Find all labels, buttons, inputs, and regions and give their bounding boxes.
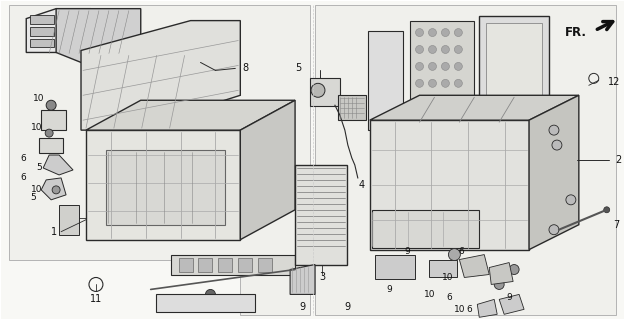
Polygon shape xyxy=(290,265,315,294)
Circle shape xyxy=(471,264,483,276)
Polygon shape xyxy=(86,100,295,130)
Bar xyxy=(258,258,272,271)
Bar xyxy=(338,95,366,120)
Bar xyxy=(479,16,549,110)
Polygon shape xyxy=(372,210,479,248)
Text: 6: 6 xyxy=(21,154,26,163)
Text: 6: 6 xyxy=(466,305,472,314)
Polygon shape xyxy=(315,5,616,315)
Text: 2: 2 xyxy=(616,155,622,165)
Polygon shape xyxy=(459,255,489,277)
Bar xyxy=(106,150,226,225)
Text: 9: 9 xyxy=(506,293,512,302)
Circle shape xyxy=(416,28,424,36)
Polygon shape xyxy=(429,260,458,277)
Text: 9: 9 xyxy=(345,302,351,312)
Bar xyxy=(486,23,542,102)
Text: 1: 1 xyxy=(51,227,58,237)
Circle shape xyxy=(441,79,449,87)
Text: 10: 10 xyxy=(34,94,45,103)
Polygon shape xyxy=(43,155,73,175)
Circle shape xyxy=(416,45,424,53)
Circle shape xyxy=(429,28,436,36)
Text: 3: 3 xyxy=(319,273,325,283)
Polygon shape xyxy=(30,27,54,36)
Text: 11: 11 xyxy=(90,294,102,304)
Text: 5: 5 xyxy=(31,193,36,202)
Polygon shape xyxy=(478,300,498,317)
Text: 10: 10 xyxy=(31,185,42,194)
Polygon shape xyxy=(489,262,513,284)
Circle shape xyxy=(429,79,436,87)
Circle shape xyxy=(454,62,462,70)
Text: 10: 10 xyxy=(31,123,42,132)
Bar xyxy=(179,258,192,271)
Circle shape xyxy=(549,225,559,235)
Circle shape xyxy=(441,45,449,53)
Text: 10: 10 xyxy=(442,273,453,282)
Circle shape xyxy=(509,265,519,275)
Polygon shape xyxy=(59,205,79,235)
Polygon shape xyxy=(86,130,241,240)
Circle shape xyxy=(311,83,325,97)
Text: 12: 12 xyxy=(608,77,620,87)
Bar xyxy=(156,294,255,312)
Polygon shape xyxy=(39,138,63,153)
Text: FR.: FR. xyxy=(565,26,587,39)
Circle shape xyxy=(604,207,610,213)
Circle shape xyxy=(454,28,462,36)
Text: 4: 4 xyxy=(359,180,365,190)
Circle shape xyxy=(441,62,449,70)
Circle shape xyxy=(454,45,462,53)
Polygon shape xyxy=(41,178,66,200)
Text: 6: 6 xyxy=(459,247,464,256)
Text: 6: 6 xyxy=(21,173,26,182)
Text: 7: 7 xyxy=(614,220,620,230)
Polygon shape xyxy=(41,110,66,130)
Polygon shape xyxy=(9,5,310,315)
Circle shape xyxy=(552,140,562,150)
Text: 5: 5 xyxy=(295,63,301,73)
Polygon shape xyxy=(26,9,91,52)
Text: 6: 6 xyxy=(446,293,452,302)
Polygon shape xyxy=(370,95,579,120)
Text: 8: 8 xyxy=(242,63,248,73)
Bar xyxy=(295,165,347,265)
Circle shape xyxy=(429,45,436,53)
Circle shape xyxy=(566,195,576,205)
Circle shape xyxy=(549,125,559,135)
Polygon shape xyxy=(241,100,295,240)
Polygon shape xyxy=(370,120,529,250)
Polygon shape xyxy=(171,255,295,275)
Polygon shape xyxy=(81,20,241,130)
Polygon shape xyxy=(375,255,414,279)
Text: 9: 9 xyxy=(299,302,305,312)
Text: 9: 9 xyxy=(405,247,411,256)
Polygon shape xyxy=(529,95,579,250)
Text: 10: 10 xyxy=(454,305,465,314)
Text: 5: 5 xyxy=(36,164,42,172)
Circle shape xyxy=(206,289,216,300)
Polygon shape xyxy=(30,15,54,24)
Bar xyxy=(218,258,232,271)
Bar xyxy=(368,31,402,130)
Circle shape xyxy=(429,62,436,70)
Text: 10: 10 xyxy=(424,290,435,299)
Circle shape xyxy=(454,79,462,87)
Bar xyxy=(310,78,340,106)
Circle shape xyxy=(441,28,449,36)
Polygon shape xyxy=(409,20,474,100)
Circle shape xyxy=(46,100,56,110)
Polygon shape xyxy=(499,294,524,314)
Text: 9: 9 xyxy=(387,285,392,294)
Circle shape xyxy=(416,62,424,70)
Circle shape xyxy=(52,186,60,194)
Bar xyxy=(238,258,252,271)
Circle shape xyxy=(45,129,53,137)
Polygon shape xyxy=(56,9,141,70)
Circle shape xyxy=(416,79,424,87)
Polygon shape xyxy=(30,38,54,47)
Circle shape xyxy=(494,279,504,289)
Circle shape xyxy=(448,249,461,260)
